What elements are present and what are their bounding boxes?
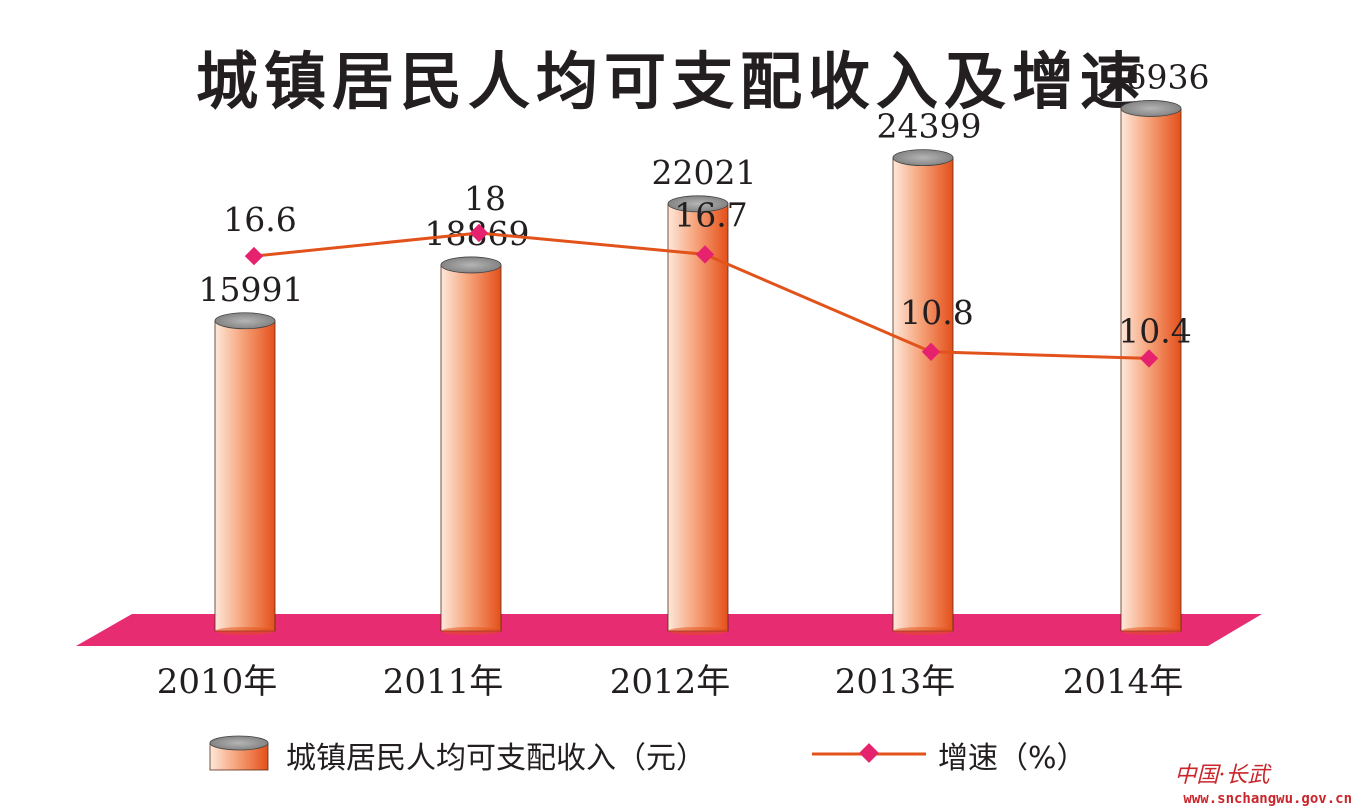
growth-point bbox=[1139, 349, 1159, 368]
legend: 城镇居民人均可支配收入（元） 增速（%） bbox=[209, 735, 1087, 776]
bar-value-label: 26936 bbox=[1105, 57, 1210, 96]
watermark-logo: 中国·长武 bbox=[1175, 763, 1273, 788]
x-tick-label: 2010年 bbox=[157, 662, 278, 702]
bar-value-labels: 1599118869220212439926936 bbox=[199, 57, 1210, 308]
bar-2 bbox=[440, 256, 502, 635]
bar-series bbox=[214, 100, 1182, 635]
growth-point bbox=[695, 245, 715, 264]
growth-point bbox=[921, 342, 941, 361]
growth-value-label: 18 bbox=[464, 179, 506, 218]
growth-value-label: 10.4 bbox=[1118, 311, 1191, 350]
x-tick-label: 2013年 bbox=[835, 662, 956, 702]
bar-1 bbox=[214, 312, 276, 635]
legend-bar-swatch bbox=[209, 735, 269, 771]
growth-line-series bbox=[244, 223, 1159, 368]
legend-bar-label: 城镇居民人均可支配收入（元） bbox=[286, 741, 706, 776]
growth-point bbox=[469, 223, 489, 243]
bar-value-label: 22021 bbox=[652, 153, 757, 192]
x-tick-label: 2014年 bbox=[1063, 662, 1184, 702]
growth-value-label: 16.7 bbox=[674, 195, 747, 234]
x-axis-labels: 2010年 2011年 2012年 2013年 2014年 bbox=[157, 662, 1184, 702]
bar-value-label: 15991 bbox=[199, 270, 304, 309]
bar-3 bbox=[667, 195, 729, 635]
growth-value-label: 16.6 bbox=[223, 200, 296, 239]
bar-5 bbox=[1120, 100, 1182, 635]
x-tick-label: 2012年 bbox=[610, 662, 731, 702]
growth-point bbox=[244, 246, 264, 266]
watermark-url: www.snchangwu.gov.cn bbox=[1183, 791, 1352, 807]
chart-title: 城镇居民人均可支配收入及增速 bbox=[196, 45, 1148, 118]
watermark: 中国·长武 www.snchangwu.gov.cn bbox=[1175, 763, 1353, 807]
growth-value-labels: 16.6 18 16.7 10.8 10.4 bbox=[223, 179, 1191, 350]
legend-line-swatch bbox=[812, 743, 926, 763]
x-tick-label: 2011年 bbox=[383, 662, 504, 702]
legend-line-label: 增速（%） bbox=[938, 741, 1087, 776]
bar-value-label: 24399 bbox=[877, 107, 982, 146]
growth-value-label: 10.8 bbox=[900, 293, 973, 332]
bar-4 bbox=[892, 149, 954, 635]
